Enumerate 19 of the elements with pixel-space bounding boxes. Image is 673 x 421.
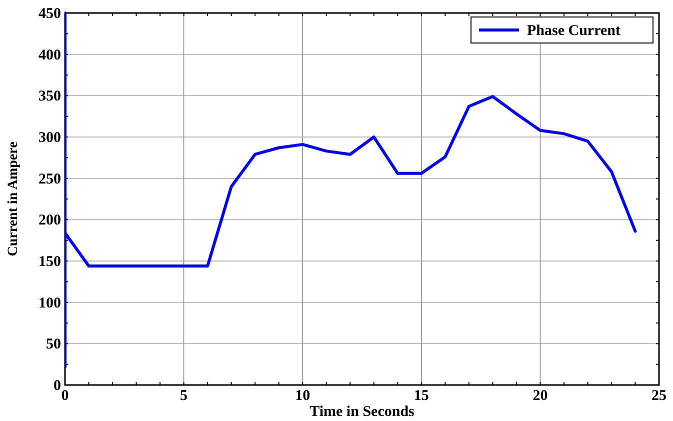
x-tick-label: 5 xyxy=(180,388,188,404)
y-tick-label: 400 xyxy=(38,47,61,64)
y-tick-label: 350 xyxy=(38,88,61,105)
x-tick-label: 25 xyxy=(652,388,666,404)
legend-label: Phase Current xyxy=(527,23,620,39)
y-tick-label: 100 xyxy=(38,295,61,312)
y-tick-label: 200 xyxy=(38,212,61,229)
y-tick-label: 300 xyxy=(38,130,61,146)
x-tick-label: 15 xyxy=(414,388,429,404)
y-tick-label: 250 xyxy=(38,171,61,188)
x-tick-label: 10 xyxy=(295,388,310,404)
y-tick-label: 0 xyxy=(54,378,61,394)
line-series xyxy=(65,12,637,368)
y-tick-label: 450 xyxy=(38,6,61,22)
y-tick-label: 50 xyxy=(46,336,61,353)
x-tick-label: 20 xyxy=(532,388,548,404)
y-axis-title: Current in Ampere xyxy=(6,142,21,256)
y-tick-label: 150 xyxy=(38,254,61,270)
x-axis-title: Time in Seconds xyxy=(310,404,415,420)
